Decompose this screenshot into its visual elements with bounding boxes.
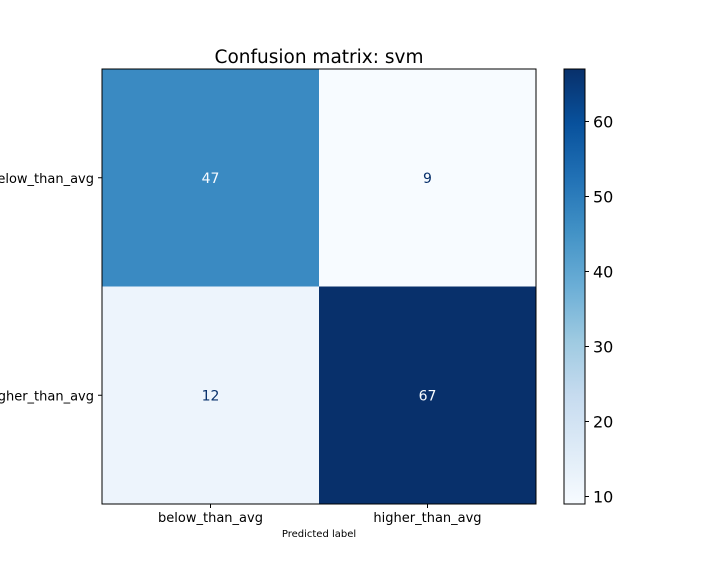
- plot-frame: [101, 68, 537, 505]
- cell-value-label: 67: [419, 388, 437, 404]
- colorbar-tick-label: 40: [593, 263, 613, 282]
- colorbar-tick-label: 30: [593, 338, 613, 357]
- colorbar-tick-label: 20: [593, 413, 613, 432]
- heatmap-cell: [102, 69, 319, 287]
- colorbar-tick-label: 60: [593, 113, 613, 132]
- colorbar-tick-label: 50: [593, 188, 613, 207]
- y-tick-label: below_than_avg: [0, 172, 94, 187]
- heatmap-cell: [102, 286, 319, 504]
- heatmap-cell: [319, 69, 536, 287]
- heatmap-cells: 47 9 12 67: [101, 68, 537, 505]
- cell-value-label: 9: [423, 171, 432, 187]
- chart-title: Confusion matrix: svm: [215, 47, 424, 68]
- x-tick-label: higher_than_avg: [373, 511, 481, 526]
- axis-ticks: below_than_avg higher_than_avg below_than_…: [0, 172, 482, 526]
- y-tick-label: higher_than_avg: [0, 389, 94, 404]
- colorbar: 10 20 30 40 50 60: [563, 68, 613, 507]
- cell-value-label: 12: [202, 388, 220, 404]
- x-axis-label: Predicted label: [282, 529, 356, 540]
- colorbar-gradient: [563, 68, 586, 505]
- colorbar-tick-label: 10: [593, 488, 613, 507]
- heatmap-cell: [319, 286, 536, 504]
- x-tick-label: below_than_avg: [158, 511, 263, 526]
- cell-value-label: 47: [202, 171, 220, 187]
